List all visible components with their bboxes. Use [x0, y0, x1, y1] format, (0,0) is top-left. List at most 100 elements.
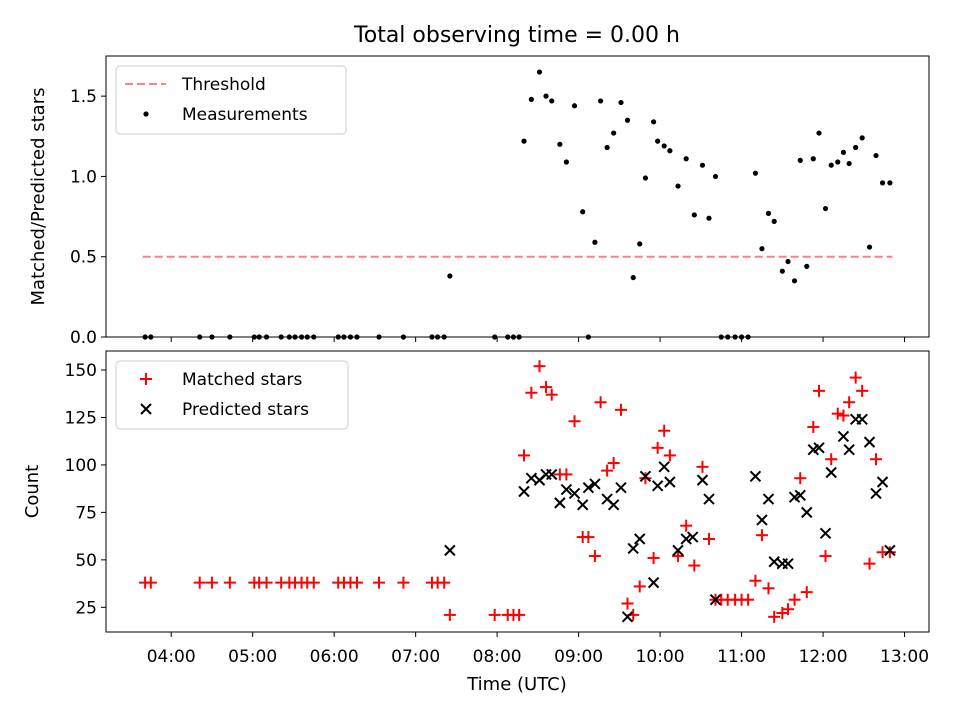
x-tick-label: 09:00	[554, 647, 603, 667]
matched-star-point	[696, 460, 709, 473]
measurement-point	[859, 135, 865, 141]
predicted-star-point	[762, 493, 775, 505]
predicted-star-point	[884, 544, 896, 557]
measurement-point	[846, 160, 852, 167]
measurement-point	[650, 119, 657, 125]
measurement-point	[828, 162, 834, 168]
measurement-point	[557, 141, 563, 147]
predicted-star-point	[647, 576, 660, 589]
matched-star-point	[633, 580, 646, 593]
matched-star-point	[800, 586, 813, 599]
count-plot-frame	[105, 350, 930, 633]
measurement-point	[528, 96, 534, 102]
matched-star-point	[647, 551, 660, 564]
ratio-y-axis-label: Matched/Predicted stars	[28, 88, 49, 306]
predicted-star-point	[696, 474, 709, 486]
count-axis-ticks: 25 50 75 100 125 150	[65, 361, 906, 637]
measurement-point	[816, 130, 822, 136]
matched-star-point	[545, 388, 558, 401]
measurement-point	[286, 334, 292, 340]
matched-star-point	[260, 576, 273, 589]
matched-star-point	[870, 453, 883, 466]
x-axis-ticks: 04:00 05:00 06:00 07:00 08:00 09:00 10:00 11:00…	[147, 647, 929, 667]
predicted-star-point	[749, 470, 762, 483]
measurement-point	[712, 173, 719, 180]
matched-star-point	[658, 424, 671, 437]
x-tick-label: 04:00	[147, 647, 196, 667]
y-tick-label: 25	[75, 598, 97, 618]
measurement-point	[738, 334, 745, 340]
legend-box	[115, 360, 349, 430]
measurement-point	[822, 205, 829, 212]
legend-measurement-swatch	[143, 111, 149, 117]
matched-star-point	[350, 576, 363, 589]
measurement-point	[447, 273, 453, 279]
predicted-star-point	[837, 430, 850, 443]
predicted-star-point	[863, 436, 876, 448]
legend-label: Threshold	[181, 75, 266, 95]
measurement-point	[209, 334, 215, 340]
predicted-star-point	[843, 444, 855, 456]
legend-predicted-swatch	[140, 403, 152, 415]
measurement-point	[510, 334, 517, 340]
measurement-point	[311, 334, 317, 340]
predicted-star-point	[554, 497, 566, 509]
matched-star-point	[223, 576, 236, 589]
predicted-star-point	[782, 557, 794, 570]
predicted-star-point	[627, 542, 639, 555]
count-panel: 25 50 75 100 125 150 Count Matched stars Predi…	[22, 350, 930, 637]
legend-label: Matched stars	[182, 370, 302, 390]
measurement-point	[785, 258, 791, 265]
measurement-point	[732, 334, 738, 340]
matched-star-point	[582, 531, 595, 544]
matched-star-point	[755, 529, 768, 542]
matched-star-point	[601, 464, 614, 477]
measurement-point	[598, 98, 604, 104]
measurement-point	[866, 244, 873, 250]
measurement-point	[516, 334, 522, 340]
legend-label: Predicted stars	[182, 400, 309, 420]
legend-label: Measurements	[182, 105, 308, 125]
measurement-point	[376, 334, 382, 340]
measurement-point	[797, 157, 803, 163]
measurement-point	[197, 334, 203, 340]
measurement-point	[354, 334, 360, 340]
measurement-point	[630, 274, 636, 281]
predicted-star-point	[444, 544, 456, 557]
matched-star-point	[372, 576, 385, 589]
predicted-star-point	[634, 533, 646, 545]
x-tick-label: 13:00	[880, 647, 929, 667]
measurement-point	[441, 334, 447, 340]
x-tick-label: 05:00	[228, 647, 277, 667]
measurement-point	[148, 334, 154, 340]
predicted-star-point	[870, 487, 882, 500]
measurement-point	[699, 162, 706, 168]
measurement-point	[263, 334, 270, 340]
matched-star-point	[807, 420, 820, 433]
matched-star-point	[762, 582, 775, 595]
predicted-star-point	[664, 476, 676, 488]
ratio-axis-ticks: 0.0 0.5 1.0 1.5	[70, 87, 906, 348]
matched-star-point	[742, 593, 755, 606]
measurement-point	[256, 334, 262, 340]
measurement-point	[521, 138, 527, 144]
y-tick-label: 0.0	[70, 328, 97, 348]
predicted-star-point	[794, 489, 806, 502]
measurement-point	[810, 156, 816, 162]
matched-star-point	[193, 576, 206, 589]
matched-star-point	[594, 396, 607, 409]
measurement-point	[292, 334, 298, 340]
matched-star-point	[307, 576, 320, 589]
measurement-point	[298, 334, 305, 340]
y-tick-label: 75	[75, 503, 97, 523]
predicted-star-point	[621, 611, 634, 623]
measurement-point	[873, 152, 879, 159]
measurement-point	[435, 334, 441, 340]
measurement-point	[341, 334, 347, 340]
measurement-point	[661, 143, 667, 149]
predicted-star-point	[560, 483, 573, 496]
ratio-marks	[142, 69, 893, 340]
y-tick-label: 1.0	[70, 167, 97, 187]
matched-star-point	[688, 559, 701, 572]
matched-star-point	[843, 396, 856, 409]
